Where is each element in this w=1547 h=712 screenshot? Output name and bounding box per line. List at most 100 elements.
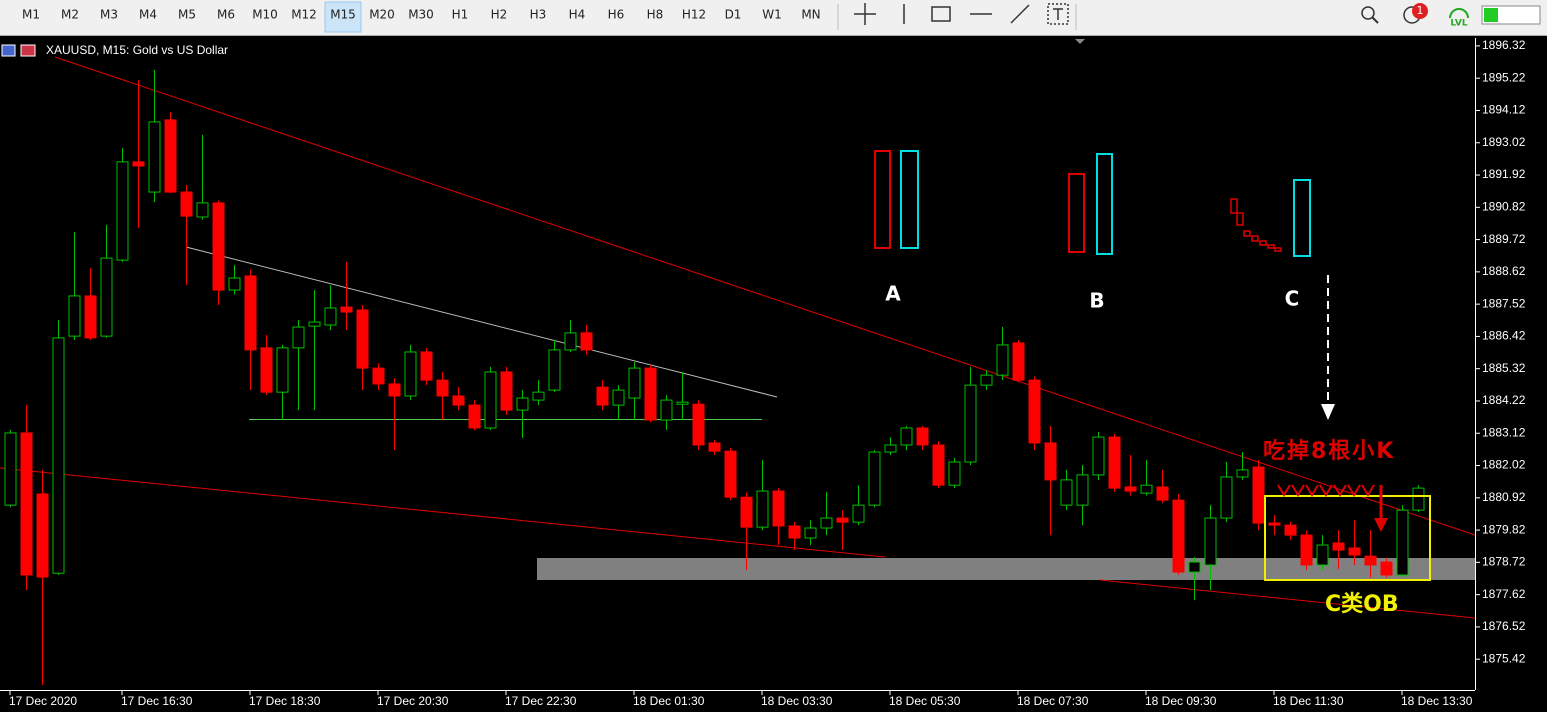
timeframe-button[interactable]: M1 (22, 8, 40, 22)
label-b: B (1089, 289, 1104, 313)
shift-marker (1075, 39, 1085, 44)
timeframe-button[interactable]: M10 (252, 8, 278, 22)
x-tick-label: 17 Dec 22:30 (505, 694, 577, 708)
timeframe-button[interactable]: H1 (452, 8, 469, 22)
timeframe-button[interactable]: M12 (291, 8, 317, 22)
lvl-icon[interactable] (1449, 8, 1469, 19)
y-tick-label: 1884.22 (1482, 393, 1526, 407)
timeframe-button[interactable]: M4 (139, 8, 157, 22)
symbol-icon (20, 44, 36, 57)
crosshair-tool[interactable] (854, 3, 876, 25)
candle-body (404, 351, 417, 397)
x-tick-label: 18 Dec 11:30 (1273, 694, 1344, 708)
timeframe-button[interactable]: M3 (100, 8, 118, 22)
candle-body (1076, 474, 1089, 506)
timeframe-button[interactable]: MN (801, 8, 820, 22)
candle-body (1092, 436, 1105, 476)
candle-body (388, 383, 401, 397)
timeframe-button[interactable]: H3 (530, 8, 547, 22)
chart-title: XAUUSD, M15: Gold vs US Dollar (46, 43, 228, 57)
candle-body (420, 351, 433, 381)
candle-body (1124, 486, 1137, 492)
y-tick-label: 1893.02 (1482, 135, 1526, 149)
pattern-box (900, 150, 919, 249)
candle-body (52, 337, 65, 574)
timeframe-button[interactable]: M5 (178, 8, 196, 22)
symbol-icon (1, 44, 16, 57)
candle-body (724, 450, 737, 498)
x-tick-label: 18 Dec 07:30 (1017, 694, 1089, 708)
y-tick-label: 1891.92 (1482, 167, 1526, 181)
candle-body (196, 202, 209, 218)
candle-body (84, 295, 97, 339)
text-tool[interactable] (1047, 3, 1069, 25)
red-marks (1277, 484, 1375, 497)
x-tick-label: 18 Dec 01:30 (633, 694, 705, 708)
candle-body (692, 403, 705, 446)
candle-body (1012, 342, 1025, 381)
candle-body (244, 275, 257, 351)
candles (4, 69, 1425, 686)
ob-box (1264, 495, 1431, 581)
candle-body (436, 379, 449, 397)
candle-body (596, 386, 609, 406)
timeframe-button[interactable]: H4 (569, 8, 586, 22)
x-tick-label: 18 Dec 09:30 (1145, 694, 1217, 708)
toolbar-bg (0, 0, 1547, 36)
y-tick-label: 1879.82 (1482, 522, 1526, 536)
x-tick-label: 17 Dec 16:30 (121, 694, 193, 708)
candle-body (1316, 544, 1329, 566)
candle-body (292, 326, 305, 349)
trendline (0, 467, 886, 558)
timeframe-button[interactable]: H6 (608, 8, 625, 22)
note-eat: 吃掉8根小K (1263, 438, 1395, 464)
plot (0, 56, 1476, 619)
timeframe-button[interactable]: H8 (647, 8, 664, 22)
candle-body (1172, 499, 1185, 573)
timeframe-button[interactable]: D1 (725, 8, 742, 22)
candle-body (820, 517, 833, 529)
timeframe-button[interactable]: H12 (682, 8, 706, 22)
candle-body (500, 371, 513, 411)
candle-body (884, 444, 897, 453)
candle-body (180, 191, 193, 217)
candle-body (1060, 479, 1073, 506)
timeframe-button[interactable]: M20 (369, 8, 395, 22)
y-tick-label: 1876.52 (1482, 619, 1526, 633)
candle-body (548, 349, 561, 391)
candle-body (340, 306, 353, 313)
pattern-box (1293, 179, 1311, 257)
candle-body (132, 161, 145, 167)
timeframe-button[interactable]: M30 (408, 8, 434, 22)
candle-body (1044, 442, 1057, 481)
rect-tool[interactable] (931, 6, 951, 22)
label-c: C (1285, 287, 1300, 311)
timeframe-button[interactable]: H2 (491, 8, 508, 22)
trend-tool[interactable] (1010, 4, 1030, 24)
x-tick-label: 17 Dec 20:30 (377, 694, 449, 708)
candle-body (1156, 486, 1169, 501)
drawing-tools[interactable] (854, 3, 1069, 25)
candle-body (1028, 379, 1041, 444)
candle-body (260, 347, 273, 393)
x-tick-label: 18 Dec 13:30 (1401, 694, 1473, 708)
search[interactable] (1361, 6, 1379, 24)
candle-body (228, 277, 241, 291)
y-tick-label: 1894.12 (1482, 103, 1526, 117)
timeframe-button[interactable]: W1 (762, 8, 782, 22)
candle-body (4, 432, 17, 506)
timeframe-button[interactable]: M2 (61, 8, 79, 22)
candle-body (868, 451, 881, 506)
y-tick-label: 1877.62 (1482, 587, 1526, 601)
candle-body (932, 444, 945, 486)
y-tick-label: 1895.22 (1482, 70, 1526, 84)
timeframe-button[interactable]: M6 (217, 8, 235, 22)
candle-body (372, 367, 385, 385)
candle-body (740, 496, 753, 528)
timeframe-button[interactable]: M15 (330, 8, 356, 22)
candle-body (468, 404, 481, 429)
candle-body (516, 397, 529, 411)
y-tick-label: 1896.32 (1482, 38, 1526, 52)
candle-body (1412, 487, 1425, 511)
